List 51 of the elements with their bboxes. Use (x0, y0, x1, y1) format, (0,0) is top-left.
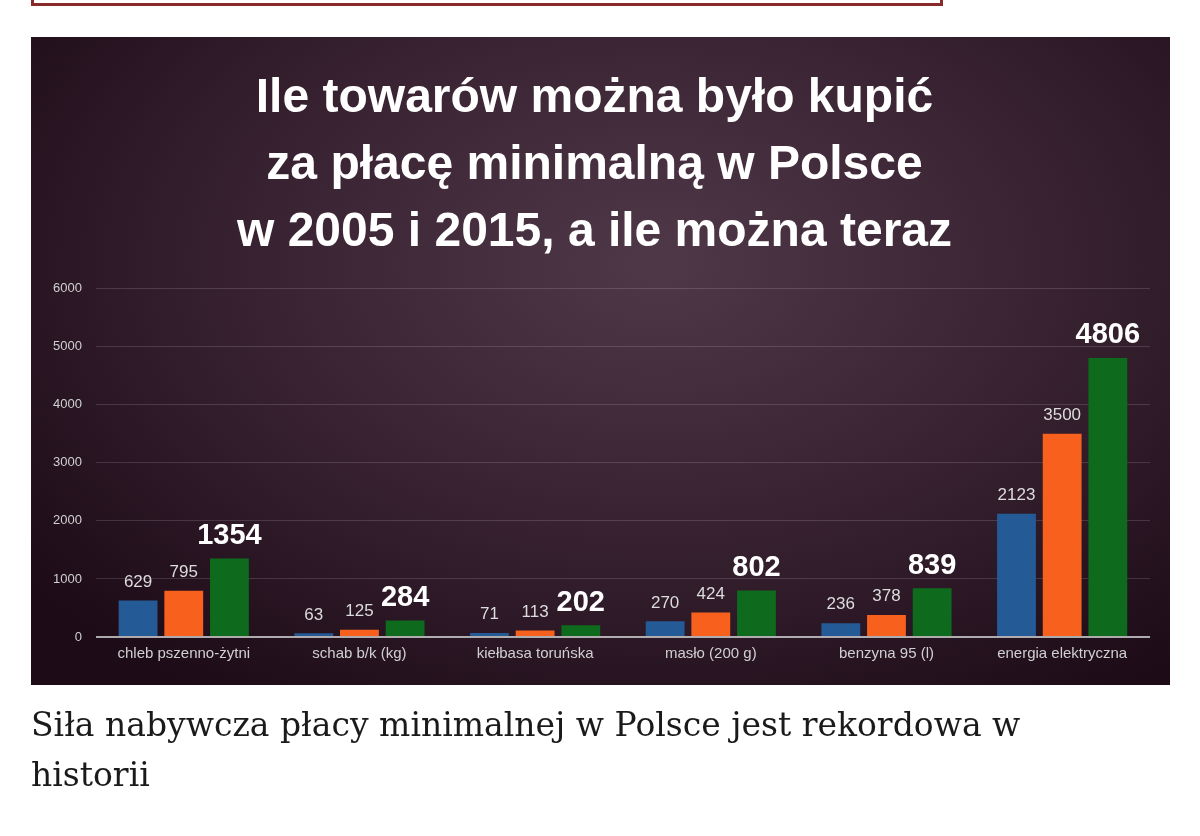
bar (821, 623, 861, 636)
y-tick-label: 6000 (53, 280, 82, 296)
bar (294, 633, 334, 636)
data-label: 3500 (1043, 404, 1082, 424)
data-label: 424 (696, 583, 725, 603)
bar (867, 615, 906, 636)
bar (737, 590, 776, 636)
bar (385, 620, 425, 636)
x-tick-label: masło (200 g) (664, 644, 757, 662)
data-label: 284 (380, 580, 430, 613)
bar (470, 632, 509, 636)
x-tick-label: energia elektryczna (997, 644, 1128, 662)
data-label: 63 (304, 604, 324, 624)
bar (515, 630, 555, 636)
x-tick-label: benzyna 95 (l) (838, 644, 935, 662)
y-tick-label: 0 (74, 628, 82, 644)
bar (561, 625, 601, 636)
data-label: 236 (826, 594, 855, 614)
bar (997, 513, 1036, 636)
x-tick-label: chleb pszenno-żytni (117, 644, 251, 662)
data-label: 1354 (197, 517, 262, 550)
data-label: 125 (345, 600, 374, 620)
text: Siła nabywcza płacy minimalnej w Polsce jest rekordowa w historii (31, 704, 1022, 796)
data-label: 270 (650, 592, 680, 612)
bar (691, 612, 731, 636)
data-label: 4806 (1075, 317, 1141, 350)
data-label: 378 (872, 586, 901, 606)
bar (210, 558, 249, 636)
x-tick-label: kiełbasa toruńska (476, 644, 595, 662)
data-label: 113 (521, 601, 549, 621)
bar (118, 600, 158, 636)
bar (912, 588, 952, 636)
data-label: 629 (123, 571, 153, 591)
y-tick-label: 2000 (53, 512, 82, 528)
x-tick-label: schab b/k (kg) (312, 644, 407, 662)
data-label: 202 (556, 584, 605, 617)
y-tick-label: 5000 (53, 338, 82, 354)
bar (1088, 357, 1128, 636)
data-label: 71 (479, 604, 499, 624)
chart-title: Ile towarów można było kupić za płacę minimalną w Polsce w 2005 i 2015, a ile można teraz (235, 68, 953, 257)
y-tick-label: 3000 (53, 454, 82, 470)
data-label: 802 (732, 549, 781, 582)
y-tick-label: 4000 (53, 396, 82, 412)
data-label: 839 (907, 547, 957, 580)
bar (1042, 433, 1082, 636)
data-label: 2123 (997, 484, 1036, 504)
bar (340, 629, 379, 636)
bar (164, 590, 204, 636)
y-tick-label: 1000 (53, 570, 82, 586)
bar (645, 621, 685, 636)
data-label: 795 (169, 562, 198, 582)
